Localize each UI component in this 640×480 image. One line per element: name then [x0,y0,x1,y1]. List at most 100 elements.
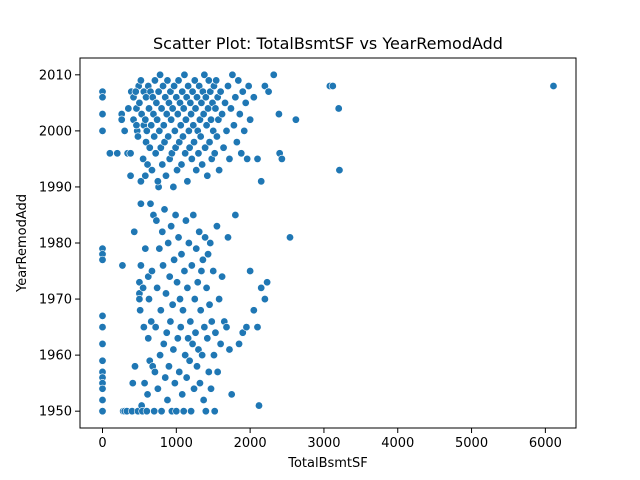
data-point [150,367,159,376]
data-point [98,93,107,102]
data-point [228,70,237,79]
data-point [98,255,107,264]
data-point [174,76,183,85]
data-point [187,110,196,119]
data-point [178,306,187,315]
data-point [203,171,212,180]
data-point [164,132,173,141]
data-point [214,115,223,124]
data-point [222,126,231,135]
data-point [194,149,203,158]
data-point [190,295,199,304]
data-point [164,362,173,371]
data-point [237,149,246,158]
data-point [184,334,193,343]
data-point [201,143,210,152]
data-point [210,407,219,416]
y-axis: 1950 1960 1970 1980 1990 2000 2010 [39,68,80,420]
data-point [131,87,140,96]
data-point [160,138,169,147]
data-point [136,199,145,208]
data-point [244,82,253,91]
data-point [118,261,127,270]
data-point [334,104,343,113]
data-point [146,199,155,208]
data-point [204,367,213,376]
data-point [98,323,107,332]
y-tick-label: 2000 [39,124,72,139]
x-tick-label: 2000 [234,436,267,451]
data-point [254,401,263,410]
data-point [171,143,180,152]
data-point [184,239,193,248]
data-point [152,98,161,107]
data-point [246,267,255,276]
data-point [157,104,166,113]
y-tick-label: 1960 [39,349,72,364]
data-point [161,93,170,102]
data-point [209,267,218,276]
data-point [190,76,199,85]
data-point [137,110,146,119]
data-point [194,345,203,354]
data-point [176,121,185,130]
data-point [205,300,214,309]
data-point [156,143,165,152]
data-point [181,351,190,360]
data-point [192,93,201,102]
data-point [223,233,232,242]
data-point [180,267,189,276]
data-point [209,126,218,135]
data-point [238,328,247,337]
data-point [211,328,220,337]
data-point [291,115,300,124]
data-point [176,295,185,304]
data-point [133,132,142,141]
data-point [196,306,205,315]
data-point [190,384,199,393]
data-point [199,395,208,404]
data-point [170,255,179,264]
data-point [200,70,209,79]
data-point [176,323,185,332]
y-tick-label: 2010 [39,68,72,83]
data-point [130,227,139,236]
data-point [153,115,162,124]
data-point [207,317,216,326]
data-point [234,76,243,85]
data-point [184,82,193,91]
data-point [153,384,162,393]
data-point [135,98,144,107]
data-point [197,267,206,276]
data-point [124,104,133,113]
data-point [181,149,190,158]
y-tick-label: 1950 [39,405,72,420]
data-point [186,98,195,107]
data-point [187,261,196,270]
data-point [173,110,182,119]
data-point [135,295,144,304]
data-point [195,115,204,124]
x-tick-label: 4000 [381,436,414,451]
data-point [335,166,344,175]
data-point [199,110,208,119]
data-point [174,233,183,242]
y-tick-label: 1990 [39,180,72,195]
data-point [218,110,227,119]
data-point [200,323,209,332]
data-point [183,177,192,186]
data-point [159,339,168,348]
data-point [209,351,218,360]
data-point [192,244,201,253]
data-point [212,76,221,85]
data-point [285,233,294,242]
data-point [147,267,156,276]
data-point [183,283,192,292]
data-point [193,278,202,287]
data-point [173,166,182,175]
data-point [136,177,145,186]
data-point [198,351,207,360]
data-point [201,407,210,416]
data-point [207,115,216,124]
